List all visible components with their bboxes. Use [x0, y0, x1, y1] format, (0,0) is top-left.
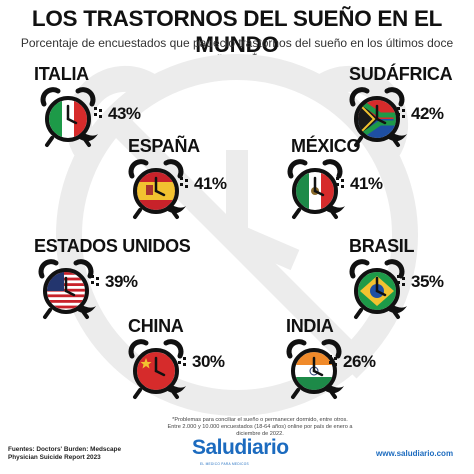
alarm-clock-italy-flag-icon [40, 87, 98, 147]
country-label-spain: ESPAÑA [128, 136, 200, 156]
sources-line-1: Fuentes: Doctors' Burden: Medscape [8, 446, 122, 453]
value-label-mexico: 41% [350, 174, 383, 193]
alarm-clock-usa-flag-icon [38, 259, 96, 319]
alarm-clock-brazil-flag-icon [349, 259, 407, 319]
value-label-brazil: 35% [411, 272, 444, 291]
alarm-clock-spain-flag-icon [128, 159, 186, 219]
brand-tagline: EL MEDICO PARA MEDICOS [200, 462, 249, 466]
sound-dots-icon [329, 355, 337, 366]
alarm-clock-mexico-flag-icon [287, 159, 345, 219]
footnote: *Problemas para conciliar el sueño o per… [160, 417, 360, 438]
country-label-brazil: BRASIL [349, 236, 415, 256]
sound-dots-icon [336, 177, 344, 188]
alarm-clock-india-flag-icon [286, 339, 344, 399]
sound-dots-icon [180, 177, 188, 188]
sound-dots-icon [91, 275, 99, 286]
country-label-south-africa: SUDÁFRICA [349, 64, 453, 84]
footnote-line-2: Entre 2.000 y 10.000 encuestados (18-64 … [167, 424, 353, 437]
value-label-usa: 39% [105, 272, 138, 291]
sources: Fuentes: Doctors' Burden: Medscape Physi… [8, 446, 121, 462]
country-label-mexico: MÉXICO [291, 136, 361, 156]
country-label-usa: ESTADOS UNIDOS [34, 236, 191, 256]
sound-dots-icon [397, 107, 405, 118]
sound-dots-icon [94, 107, 102, 118]
sources-line-2: Physician Suicide Report 2023 [8, 454, 101, 461]
alarm-clock-south-africa-flag-icon [349, 87, 407, 147]
value-label-china: 30% [192, 352, 225, 371]
country-label-italy: ITALIA [34, 64, 89, 84]
country-label-china: CHINA [128, 316, 184, 336]
sound-dots-icon [397, 275, 405, 286]
website-link[interactable]: www.saludiario.com [376, 449, 454, 458]
chart-title: LOS TRASTORNOS DEL SUEÑO EN EL MUNDO [31, 6, 443, 57]
value-label-spain: 41% [194, 174, 227, 193]
footnote-line-1: *Problemas para conciliar el sueño o per… [172, 417, 348, 423]
country-label-india: INDIA [286, 316, 334, 336]
sound-dots-icon [178, 355, 186, 366]
value-label-india: 26% [343, 352, 376, 371]
value-label-italy: 43% [108, 104, 141, 123]
value-label-south-africa: 42% [411, 104, 444, 123]
brand-logo: Saludiario [192, 436, 289, 459]
alarm-clock-china-flag-icon [128, 339, 186, 399]
chart-subtitle: Porcentaje de encuestados que padeció tr… [20, 36, 454, 64]
